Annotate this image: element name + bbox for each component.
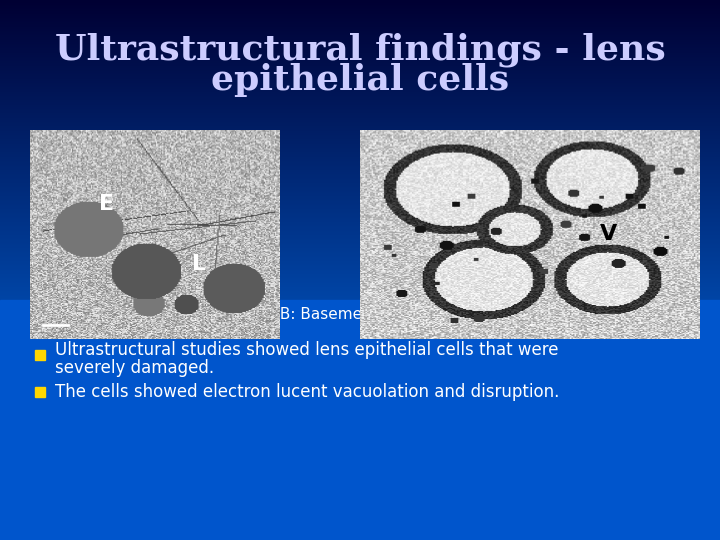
Text: L: L xyxy=(192,254,207,274)
Text: E: E xyxy=(99,194,114,214)
Text: severely damaged.: severely damaged. xyxy=(55,359,214,377)
Text: Ultrastructural studies showed lens epithelial cells that were: Ultrastructural studies showed lens epit… xyxy=(55,341,559,359)
Text: V: V xyxy=(600,224,617,244)
Bar xyxy=(0,300,720,540)
Text: E: Epithelium    B: Basement membrane   V: Vacuole: E: Epithelium B: Basement membrane V: Va… xyxy=(159,307,561,322)
Text: Ultrastructural findings - lens: Ultrastructural findings - lens xyxy=(55,33,665,68)
Text: The cells showed electron lucent vacuolation and disruption.: The cells showed electron lucent vacuola… xyxy=(55,383,559,401)
Text: epithelial cells: epithelial cells xyxy=(211,63,509,97)
